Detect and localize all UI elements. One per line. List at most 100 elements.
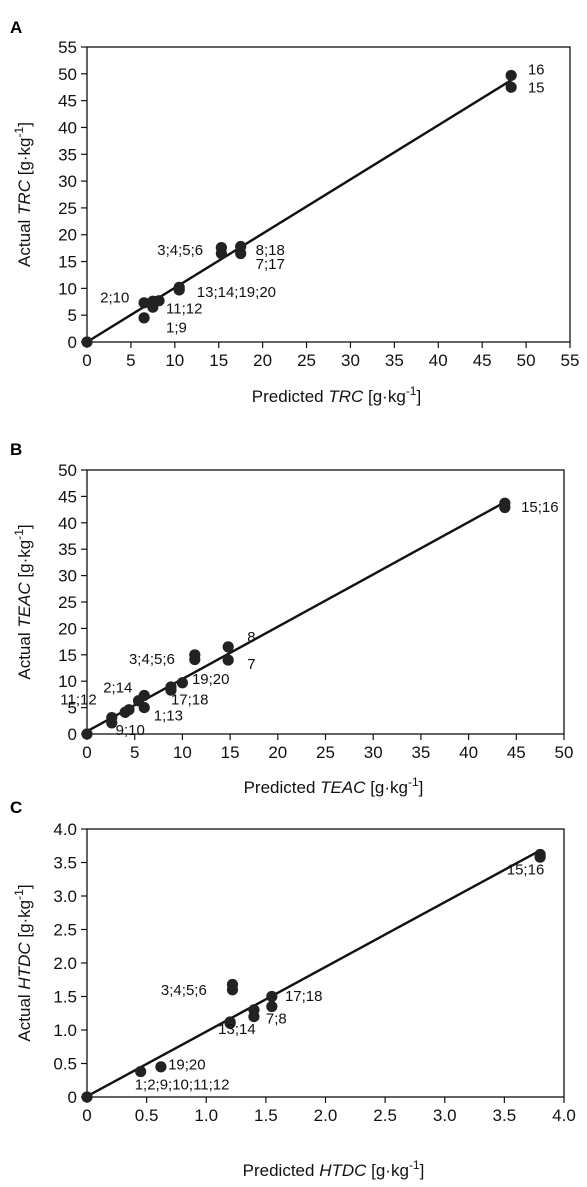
point-annotation: 11;12 — [60, 691, 96, 708]
y-tick-label: 1.0 — [53, 1021, 77, 1040]
data-point — [81, 1091, 93, 1103]
y-tick-label: 5 — [68, 306, 77, 325]
y-tick-label: 15 — [58, 253, 77, 272]
y-tick-label: 30 — [58, 567, 77, 586]
y-tick-label: 1.5 — [53, 988, 77, 1007]
x-tick-label: 50 — [517, 351, 536, 370]
point-annotation: 2;10 — [100, 289, 129, 306]
data-point — [235, 240, 247, 253]
x-tick-label: 10 — [173, 743, 192, 762]
x-tick-label: 3.5 — [493, 1106, 517, 1125]
point-annotation: 16 — [528, 61, 545, 78]
data-point — [534, 848, 546, 861]
y-tick-label: 50 — [58, 461, 77, 480]
data-point — [155, 1061, 167, 1073]
x-tick-label: 4.0 — [552, 1106, 576, 1125]
x-tick-label: 50 — [555, 743, 574, 762]
point-annotation: 17;18 — [285, 988, 323, 1005]
x-tick-label: 30 — [364, 743, 383, 762]
data-point — [226, 978, 239, 991]
point-annotation: 15 — [528, 80, 545, 97]
point-annotation: 17;18 — [171, 691, 209, 708]
y-tick-label: 20 — [58, 226, 77, 245]
data-point — [123, 704, 135, 716]
y-tick-label: 0 — [68, 1088, 77, 1107]
x-tick-label: 5 — [126, 351, 135, 370]
x-tick-label: 20 — [253, 351, 272, 370]
y-tick-label: 3.0 — [53, 887, 77, 906]
panel-letter: A — [10, 18, 22, 37]
regression-line — [86, 849, 541, 1098]
x-tick-label: 15 — [209, 351, 228, 370]
point-annotation: 1;2;9;10;11;12 — [135, 1077, 230, 1094]
x-tick-label: 40 — [429, 351, 448, 370]
y-tick-label: 10 — [58, 672, 77, 691]
x-tick-label: 1.0 — [194, 1106, 218, 1125]
y-tick-label: 45 — [58, 92, 77, 111]
point-annotation: 19;20 — [192, 671, 230, 688]
data-point — [248, 1004, 260, 1016]
x-tick-label: 0.5 — [135, 1106, 159, 1125]
y-tick-label: 0.5 — [53, 1055, 77, 1074]
x-tick-label: 5 — [130, 743, 139, 762]
y-tick-label: 30 — [58, 172, 77, 191]
x-axis-label: Predicted TEAC [g·kg-1] — [244, 775, 424, 797]
point-annotation: 8 — [247, 629, 255, 646]
data-point — [224, 1016, 236, 1028]
data-point — [176, 677, 188, 689]
point-annotation: 3;4;5;6 — [157, 242, 203, 259]
y-tick-label: 20 — [58, 619, 77, 638]
y-axis-label: Actual TEAC [g·kg-1] — [12, 524, 34, 679]
point-annotation: 15;16 — [507, 862, 545, 879]
point-annotation: 13;14;19;20 — [197, 284, 276, 301]
data-point — [222, 654, 234, 666]
y-tick-label: 2.0 — [53, 954, 77, 973]
point-annotation: 1;9 — [166, 319, 187, 336]
y-tick-label: 2.5 — [53, 921, 77, 940]
y-tick-label: 0 — [68, 725, 77, 744]
data-point — [81, 728, 93, 740]
data-point — [138, 312, 150, 324]
point-annotation: 13;14 — [218, 1021, 256, 1038]
x-tick-label: 25 — [297, 351, 316, 370]
y-tick-label: 0 — [68, 333, 77, 352]
y-axis-label: Actual TRC [g·kg-1] — [12, 122, 34, 267]
point-annotation: 3;4;5;6 — [161, 982, 207, 999]
x-axis-label: Predicted TRC [g·kg-1] — [252, 384, 421, 406]
plot-frame — [86, 46, 571, 343]
x-axis-label: Predicted HTDC [g·kg-1] — [243, 1158, 425, 1180]
y-tick-label: 40 — [58, 118, 77, 137]
y-tick-label: 4.0 — [53, 820, 77, 839]
panel-letter: B — [10, 440, 22, 459]
x-tick-label: 55 — [561, 351, 580, 370]
chart-panel-b: B 0 5 10 15 20 25 30 35 40 45 50 0 5 10 15 20 25 30 35 40 45 5… — [10, 440, 573, 797]
x-tick-label: 10 — [165, 351, 184, 370]
y-tick-label: 15 — [58, 646, 77, 665]
chart-panel-a: A 0 5 10 15 20 25 30 35 40 45 50 55 0 5 10 15 20 25 30 35 40 4… — [10, 18, 579, 406]
point-annotation: 11;12 — [166, 301, 202, 318]
x-tick-label: 0 — [82, 743, 91, 762]
y-tick-label: 40 — [58, 514, 77, 533]
data-point — [222, 641, 234, 653]
x-tick-label: 0 — [82, 351, 91, 370]
x-tick-label: 40 — [459, 743, 478, 762]
point-annotation: 9;10 — [116, 722, 145, 739]
y-tick-label: 50 — [58, 65, 77, 84]
point-annotation: 8;18 — [256, 242, 285, 259]
x-tick-label: 25 — [316, 743, 335, 762]
point-annotation: 7;8 — [266, 1010, 287, 1027]
y-tick-label: 25 — [58, 593, 77, 612]
x-tick-label: 2.0 — [314, 1106, 338, 1125]
point-annotation: 19;20 — [168, 1057, 206, 1074]
data-point — [499, 497, 511, 509]
x-tick-label: 15 — [221, 743, 240, 762]
y-tick-label: 10 — [58, 279, 77, 298]
point-annotation: 3;4;5;6 — [129, 651, 175, 668]
data-point — [266, 1000, 278, 1013]
data-point — [505, 81, 517, 93]
x-tick-label: 45 — [473, 351, 492, 370]
data-point — [189, 649, 201, 661]
y-tick-label: 3.5 — [53, 854, 77, 873]
data-point — [135, 1065, 147, 1078]
